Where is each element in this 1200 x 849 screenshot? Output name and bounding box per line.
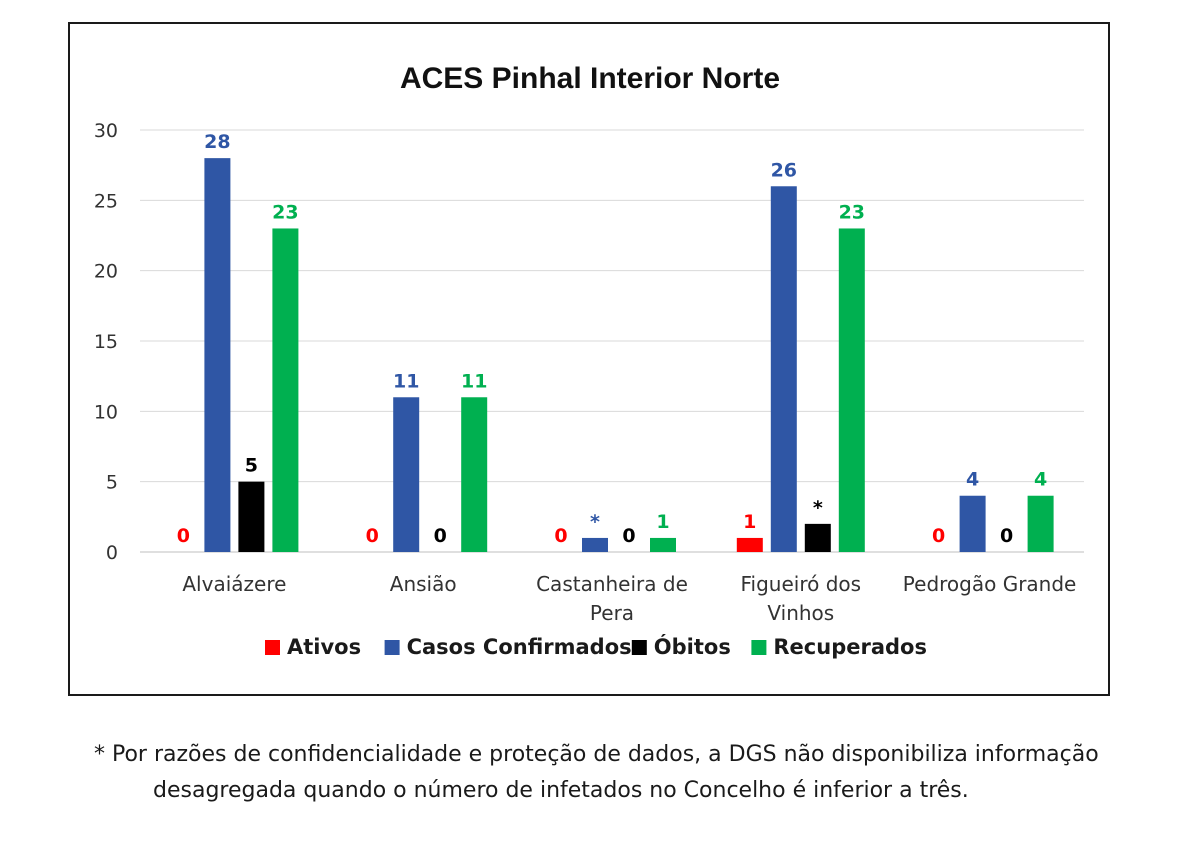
data-label: 0 <box>932 525 945 547</box>
bar-Casos Confirmados <box>582 537 608 552</box>
bar-Recuperados <box>650 537 676 552</box>
y-tick-label: 0 <box>106 542 118 564</box>
x-tick-label: Vinhos <box>767 601 834 625</box>
y-tick-label: 20 <box>94 261 118 283</box>
x-tick-label: Pera <box>590 601 634 625</box>
data-label: 5 <box>245 455 258 477</box>
data-label: 1 <box>743 511 756 533</box>
footnote-line-2: desagregada quando o número de infetados… <box>153 778 969 803</box>
bar-Recuperados <box>272 228 299 552</box>
bar-Óbitos <box>238 481 265 552</box>
legend-swatch-Recuperados <box>751 640 767 655</box>
y-tick-label: 30 <box>94 120 118 142</box>
data-label: 28 <box>204 131 230 153</box>
x-tick-label: Figueiró dos <box>741 572 862 596</box>
data-label: * <box>813 497 823 519</box>
data-label: 4 <box>966 469 979 491</box>
bar-Casos Confirmados <box>959 495 986 552</box>
data-label: 0 <box>177 525 190 547</box>
data-label: 11 <box>393 370 419 392</box>
bar-Casos Confirmados <box>393 397 420 552</box>
data-label: 1 <box>656 511 669 533</box>
data-label: 4 <box>1034 469 1047 491</box>
data-label: * <box>590 511 600 533</box>
bar-Óbitos <box>804 523 831 552</box>
legend-label: Ativos <box>287 635 361 659</box>
data-label: 0 <box>554 525 567 547</box>
legend-label: Casos Confirmados <box>407 635 632 659</box>
data-label: 0 <box>622 525 635 547</box>
data-label: 11 <box>461 370 487 392</box>
bar-Recuperados <box>461 397 488 552</box>
bar-Recuperados <box>838 228 865 552</box>
y-tick-label: 5 <box>106 472 118 494</box>
bar-Casos Confirmados <box>204 158 231 552</box>
legend-label: Recuperados <box>773 635 927 659</box>
x-tick-label: Ansião <box>390 572 457 596</box>
y-tick-label: 25 <box>94 190 118 212</box>
footnote-line-1: * Por razões de confidencialidade e prot… <box>94 742 1099 767</box>
data-label: 0 <box>434 525 447 547</box>
x-tick-label: Alvaiázere <box>182 572 286 596</box>
chart-frame: ACES Pinhal Interior Norte 0 5 10 15 20 25 30 0 2… <box>68 22 1110 696</box>
bar-Ativos <box>736 537 763 552</box>
bar-Recuperados <box>1027 495 1054 552</box>
y-tick-label: 10 <box>94 401 118 423</box>
x-tick-label: Castanheira de <box>536 572 688 596</box>
x-tick-label: Pedrogão Grande <box>903 572 1077 596</box>
data-label: 23 <box>272 201 298 223</box>
data-label: 0 <box>1000 525 1013 547</box>
data-label: 23 <box>839 201 865 223</box>
legend-swatch-Ativos <box>265 640 280 655</box>
legend-swatch-Óbitos <box>631 640 647 655</box>
bar-Casos Confirmados <box>770 186 797 552</box>
legend-label: Óbitos <box>654 634 731 659</box>
legend-swatch-Casos Confirmados <box>384 640 400 655</box>
chart-title: ACES Pinhal Interior Norte <box>400 62 780 95</box>
data-label: 26 <box>771 159 797 181</box>
data-label: 0 <box>366 525 379 547</box>
y-tick-label: 15 <box>94 331 118 353</box>
bar-chart: ACES Pinhal Interior Norte05101520253002… <box>94 62 1084 659</box>
